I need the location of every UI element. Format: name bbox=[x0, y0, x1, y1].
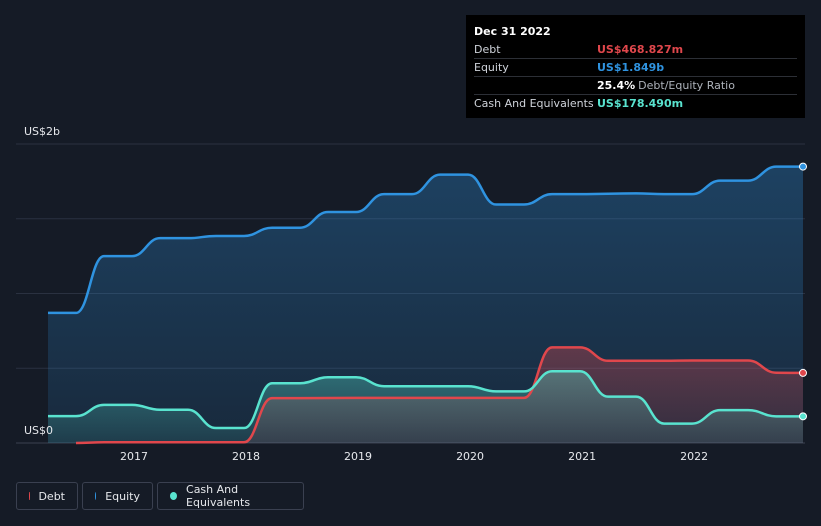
legend-debt-label: Debt bbox=[38, 489, 65, 503]
legend-cash-dot bbox=[170, 492, 178, 500]
debt-equity-chart: 2017 2018 2019 2020 2021 2022 bbox=[16, 143, 807, 463]
legend-cash[interactable]: Cash And Equivalents bbox=[157, 482, 304, 510]
legend-cash-label: Cash And Equivalents bbox=[186, 483, 251, 509]
x-tick-label: 2022 bbox=[680, 450, 708, 463]
y-axis-bottom-label: US$0 bbox=[24, 424, 54, 437]
x-tick-label: 2019 bbox=[344, 450, 372, 463]
cash-end-marker bbox=[799, 412, 807, 421]
tooltip-equity-value: US$1.849b bbox=[597, 61, 665, 74]
tooltip-cash-value: US$178.490m bbox=[597, 97, 684, 110]
debt-end-marker bbox=[799, 368, 807, 377]
x-tick-label: 2020 bbox=[456, 450, 484, 463]
cash-area bbox=[48, 371, 803, 443]
tooltip-row-cash: Cash And Equivalents US$178.490m bbox=[474, 95, 797, 112]
tooltip-debt-value: US$468.827m bbox=[597, 43, 684, 56]
x-tick-label: 2017 bbox=[120, 450, 148, 463]
legend-equity-dot bbox=[95, 492, 97, 500]
legend-equity-label: Equity bbox=[105, 489, 140, 503]
tooltip-row-ratio: 25.4% Debt/Equity Ratio bbox=[474, 77, 797, 95]
tooltip-row-equity: Equity US$1.849b bbox=[474, 59, 797, 77]
debt-line bbox=[76, 346, 804, 445]
cash-line bbox=[47, 369, 803, 430]
equity-end-marker bbox=[799, 162, 807, 171]
tooltip-label: Debt bbox=[474, 43, 501, 56]
tooltip-panel: Dec 31 2022 Debt US$468.827m Equity US$1… bbox=[466, 15, 805, 118]
x-tick-label: 2018 bbox=[232, 450, 260, 463]
tooltip-ratio-suffix: Debt/Equity Ratio bbox=[638, 79, 735, 92]
tooltip-label: Cash And Equivalents bbox=[474, 97, 594, 110]
tooltip-row-debt: Debt US$468.827m bbox=[474, 41, 797, 59]
tooltip-ratio-value: 25.4% bbox=[597, 79, 636, 92]
y-axis-top-label: US$2b bbox=[24, 125, 61, 138]
equity-line bbox=[48, 165, 803, 315]
tooltip-label bbox=[474, 77, 597, 94]
legend-debt[interactable]: Debt bbox=[16, 482, 78, 510]
tooltip-label: Equity bbox=[474, 61, 509, 74]
legend-equity[interactable]: Equity bbox=[82, 482, 153, 510]
x-tick-label: 2021 bbox=[568, 450, 596, 463]
tooltip-date: Dec 31 2022 bbox=[474, 25, 551, 38]
